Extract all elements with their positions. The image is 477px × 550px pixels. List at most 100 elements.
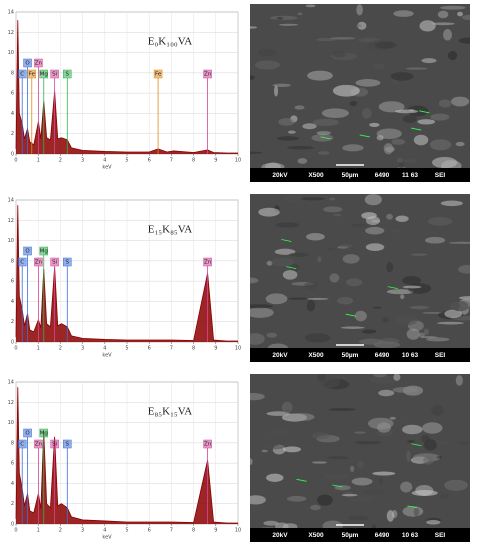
grain [260,527,276,528]
grain [400,481,413,493]
grain [317,151,330,155]
grain [326,247,336,251]
y-tick-label: 0 [11,152,14,158]
grain [333,213,342,217]
element-box [50,257,59,267]
element-label: S [66,442,70,448]
info-text: 6490 [375,352,390,359]
grain [439,493,449,500]
grain [396,157,404,163]
y-tick-label: 2 [11,319,14,325]
grain [312,432,330,440]
x-tick-label: 2 [59,346,62,352]
grain [392,386,418,393]
x-tick-label: 10 [235,346,241,352]
grain [354,440,382,445]
grain [342,144,364,152]
y-tick-label: 14 [8,10,14,16]
info-text: X500 [308,532,324,539]
y-tick-label: 8 [11,258,14,264]
grain [266,411,290,416]
grain [444,309,463,319]
grain [431,22,455,26]
info-text: X500 [308,172,324,179]
grain [288,297,309,300]
spectrum-line [15,20,238,154]
grain [386,213,393,220]
grain [267,426,289,439]
grain [279,23,299,26]
grain [317,256,322,263]
element-box [34,439,43,449]
chart-title: E₈₅K₁₅VA [148,406,193,418]
grain [323,206,343,213]
element-label: S [66,72,70,78]
grain [393,10,414,17]
grain [448,241,470,245]
element-label: Zn [204,442,212,448]
info-text: SEI [435,352,446,359]
grain [357,21,367,30]
element-label: Mg [40,249,48,255]
grain [266,260,273,266]
grain [250,151,263,154]
y-tick-label: 14 [8,380,14,386]
element-label: Mg [40,72,48,78]
grain [402,276,422,285]
element-label: O [25,431,30,437]
grain [349,100,358,107]
grain [302,123,317,130]
grain [386,262,394,273]
grain [250,75,255,80]
grain [362,489,387,494]
x-tick-label: 0 [14,158,17,164]
grain [430,113,450,121]
grain [250,26,258,29]
element-label: Si [52,72,57,78]
element-label: Zn [35,61,43,67]
element-box [63,439,72,449]
grain [306,297,329,300]
info-text: X500 [308,352,324,359]
grain [265,293,288,305]
grain [458,296,470,300]
grain [365,243,385,252]
measure-line [359,134,370,138]
grain [405,67,428,70]
grain [426,519,441,525]
grain [421,434,431,443]
grain [266,473,284,482]
grain [250,304,273,309]
grain [254,60,281,70]
grain [341,493,358,497]
grain [311,461,327,464]
element-box [153,69,163,79]
grain [316,374,326,382]
element-label: Zn [35,260,43,266]
element-label: Zn [204,72,212,78]
grain [393,374,401,381]
grain [373,63,386,70]
grain [440,5,466,10]
grain [400,294,405,300]
grain [261,444,284,450]
y-tick-label: 4 [11,111,14,117]
measure-line [411,127,422,131]
grain [339,243,353,248]
x-tick-label: 6 [148,158,151,164]
grain [386,289,414,295]
x-tick-label: 1 [37,528,40,534]
grain [420,336,438,339]
grain [429,139,452,151]
x-tick-label: 5 [125,158,128,164]
grain [296,267,311,271]
element-label: Si [52,260,57,266]
grain [389,416,396,420]
grain [354,431,366,434]
grain [391,229,402,233]
grain [369,122,380,128]
grain [288,130,296,134]
grain [423,456,434,465]
y-tick-label: 6 [11,461,14,467]
grain [409,347,418,348]
